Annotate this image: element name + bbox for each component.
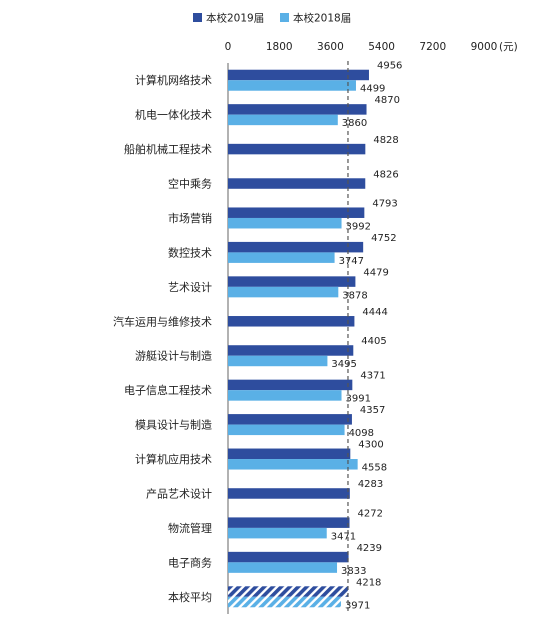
- category-label: 计算机网络技术: [135, 73, 212, 87]
- legend: 本校2019届 本校2018届: [193, 12, 351, 25]
- bar-2019: [228, 414, 352, 425]
- value-label-2019: 4479: [363, 267, 388, 278]
- bar-2019: [228, 517, 350, 528]
- bar-2019: [228, 488, 350, 499]
- value-label-2018: 3860: [342, 118, 367, 129]
- x-tick-label: 0: [225, 41, 232, 53]
- bar-2018: [228, 114, 338, 126]
- bar-2018: [228, 80, 356, 91]
- value-label-2018: 3971: [345, 600, 370, 611]
- legend-label-0: 本校2019届: [206, 12, 264, 25]
- bar-2019: [228, 241, 364, 253]
- value-label-2018: 3495: [331, 359, 356, 370]
- bar-2018: [228, 355, 328, 367]
- bar-2018: [228, 562, 338, 573]
- bar-2019: [228, 586, 348, 597]
- value-label-2019: 4752: [371, 233, 396, 244]
- bar-2019: [228, 69, 369, 81]
- x-tick-label: 5400: [368, 41, 395, 53]
- value-label-2018: 3747: [339, 256, 364, 267]
- bar-2019: [228, 316, 355, 327]
- category-label: 产品艺术设计: [146, 486, 212, 500]
- category-label: 游艇设计与制造: [135, 349, 212, 363]
- value-label-2018: 4098: [349, 428, 374, 439]
- category-label: 汽车运用与维修技术: [113, 314, 212, 328]
- bar-2019: [228, 551, 349, 563]
- bar-2018: [228, 252, 335, 263]
- value-label-2019: 4828: [373, 135, 398, 146]
- category-label: 空中乘务: [168, 177, 212, 191]
- category-label: 船舶机械工程技术: [124, 142, 212, 156]
- value-label-2018: 3992: [346, 221, 371, 232]
- bar-2019: [228, 276, 356, 287]
- bar-2018: [228, 424, 345, 436]
- category-label: 电子信息工程技术: [124, 383, 212, 397]
- category-label: 本校平均: [168, 590, 212, 604]
- bar-2019: [228, 143, 366, 155]
- value-label-2019: 4300: [358, 440, 383, 451]
- value-label-2019: 4283: [358, 479, 383, 490]
- category-label: 模具设计与制造: [135, 418, 212, 432]
- bar-2018: [228, 527, 327, 539]
- value-label-2018: 3833: [341, 566, 366, 577]
- bar-2019: [228, 448, 351, 460]
- legend-label-1: 本校2018届: [293, 12, 351, 25]
- value-label-2019: 4956: [377, 61, 402, 72]
- legend-swatch-0: [193, 13, 202, 22]
- value-label-2019: 4239: [357, 543, 382, 554]
- category-label: 数控技术: [168, 245, 212, 259]
- category-label: 物流管理: [168, 521, 212, 535]
- value-label-2018: 4558: [362, 463, 387, 474]
- bar-2018: [228, 286, 339, 298]
- bar-2018: [228, 459, 358, 470]
- x-axis-unit: (元): [499, 41, 518, 53]
- value-label-2019: 4444: [362, 307, 387, 318]
- value-label-2018: 4499: [360, 84, 385, 95]
- bar-2019: [228, 178, 366, 189]
- x-tick-label: 3600: [317, 41, 344, 53]
- x-tick-label: 1800: [266, 41, 293, 53]
- value-label-2019: 4371: [360, 371, 385, 382]
- x-tick-label: 9000: [471, 41, 498, 53]
- value-label-2019: 4405: [361, 336, 386, 347]
- category-label: 艺术设计: [168, 281, 212, 294]
- x-tick-label: 7200: [419, 41, 446, 53]
- category-label: 电子商务: [168, 555, 212, 569]
- value-label-2019: 4826: [373, 169, 398, 180]
- value-label-2019: 4357: [360, 405, 385, 416]
- bar-2019: [228, 104, 367, 115]
- bar-2019: [228, 345, 354, 356]
- value-label-2018: 3878: [342, 290, 367, 301]
- value-label-2019: 4793: [372, 198, 397, 209]
- value-label-2018: 3471: [331, 531, 356, 542]
- bar-2019: [228, 207, 365, 218]
- value-label-2019: 4218: [356, 577, 381, 588]
- bar-2018: [228, 596, 341, 608]
- value-label-2019: 4870: [375, 95, 400, 106]
- category-label: 机电一体化技术: [135, 108, 212, 122]
- value-label-2019: 4272: [358, 508, 383, 519]
- bar-2018: [228, 390, 342, 401]
- category-label: 市场营销: [168, 211, 212, 225]
- bar-2018: [228, 217, 342, 229]
- bar-2019: [228, 379, 353, 391]
- category-labels: 计算机网络技术机电一体化技术船舶机械工程技术空中乘务市场营销数控技术艺术设计汽车…: [113, 73, 212, 604]
- value-label-2018: 3991: [346, 394, 371, 405]
- category-label: 计算机应用技术: [135, 452, 212, 466]
- legend-swatch-1: [280, 13, 289, 22]
